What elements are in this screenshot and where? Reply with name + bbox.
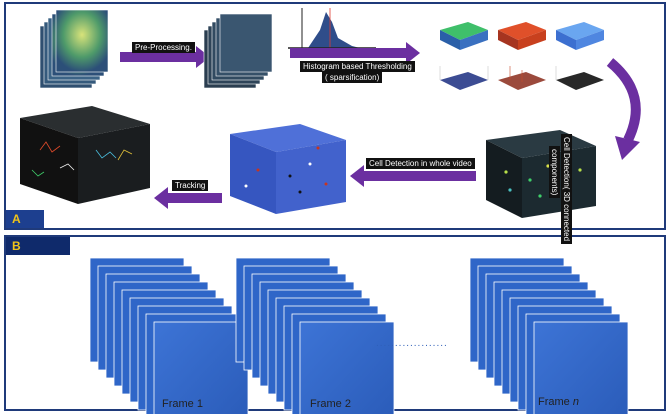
label-whole-video: Cell Detection in whole video	[366, 158, 475, 169]
frame-label-2: Frame 2	[310, 398, 351, 410]
label-detection3d-line1: Cell Detection( 3D connected	[561, 134, 572, 245]
label-preprocessing: Pre-Processing.	[132, 42, 195, 53]
whole-video-detection-box	[230, 124, 346, 214]
raw-video-stack	[39, 9, 109, 89]
panel-b-tag: B	[6, 237, 70, 255]
arrow-cell-detection-3d	[606, 58, 641, 160]
surface-plot-green	[440, 22, 488, 50]
arrow-whole-video	[350, 165, 476, 187]
connected-components-box	[486, 130, 596, 218]
arrow-tracking	[154, 187, 222, 209]
surface-plot-red	[498, 22, 546, 50]
frame-label-1: Frame 1	[162, 398, 203, 410]
label-detection3d-line2: components)	[549, 146, 560, 199]
histogram-plot	[288, 8, 376, 49]
frame-stack-1	[89, 257, 249, 414]
frame-label-n: Frame n	[538, 396, 579, 408]
label-thresholding-line2: ( sparsification)	[322, 72, 383, 83]
preprocessed-stack	[203, 13, 273, 89]
arrow-preprocessing	[120, 46, 210, 68]
frame-sheet	[533, 321, 629, 414]
surface-plot-sparse-3	[555, 66, 604, 90]
tracking-box	[20, 106, 150, 204]
surface-plot-sparse-2	[498, 66, 546, 90]
frame-sheet	[153, 321, 249, 414]
arrow-thresholding	[290, 42, 420, 64]
frame-stack-2	[235, 257, 395, 414]
label-tracking: Tracking	[172, 180, 209, 191]
frame-stack-n	[469, 257, 629, 414]
label-thresholding-line1: Histogram based Thresholding	[300, 61, 415, 72]
threshold-surface-plots	[439, 22, 604, 90]
surface-plot-sparse-1	[439, 66, 489, 90]
frame-sheet	[299, 321, 395, 414]
frame-ellipsis: ...................	[376, 338, 448, 349]
panel-a-tag: A	[6, 210, 44, 228]
surface-plot-blue	[556, 22, 604, 50]
